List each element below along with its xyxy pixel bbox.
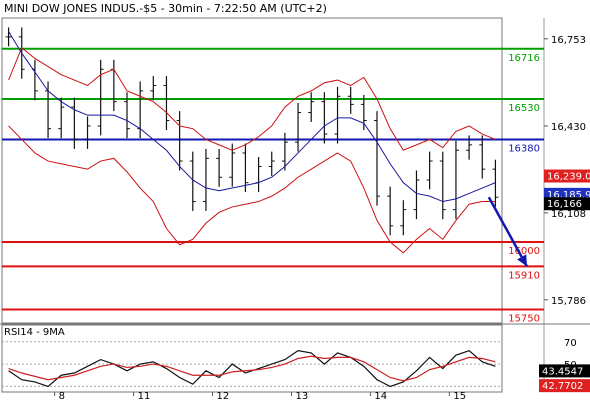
level-label-4: 15910 xyxy=(508,270,540,281)
forecast-arrow-line xyxy=(487,196,528,267)
level-label-3: 16000 xyxy=(508,246,540,257)
rsi-tick-label-2: 70 xyxy=(564,338,577,349)
bollinger-lower-line xyxy=(8,125,496,254)
rsi-value-tag-label-0: 43.4547 xyxy=(542,366,583,377)
x-tick-label-3: 13 xyxy=(295,391,308,400)
rsi-value-tag-1 xyxy=(539,379,590,393)
moving-average-line xyxy=(8,31,496,203)
rsi-value-tag-0 xyxy=(539,364,590,378)
x-tick-label-0: 8 xyxy=(59,391,65,400)
price-tag-label-1: 16,185.9 xyxy=(547,190,590,201)
x-tick-label-1: 11 xyxy=(138,391,151,400)
forecast-arrow-head xyxy=(517,254,527,267)
price-tag-label-0: 16,239.0 xyxy=(547,172,590,183)
rsi-chart: 305070RSI14 - 9MA43.454742.7702811121314… xyxy=(0,323,590,402)
price-tag-2 xyxy=(544,197,590,211)
price-tick-label-1: 16,108 xyxy=(551,209,586,220)
level-label-5: 15750 xyxy=(508,314,540,325)
price-tick-label-0: 15,786 xyxy=(551,296,586,307)
rsi-series-1 xyxy=(8,355,496,382)
level-label-2: 16380 xyxy=(508,143,540,154)
main-plot-frame xyxy=(1,17,503,324)
rsi-plot-frame xyxy=(1,324,503,393)
price-tag-label-2: 16,166 xyxy=(547,199,582,210)
level-label-1: 16530 xyxy=(508,103,540,114)
rsi-title: RSI14 - 9MA xyxy=(4,327,65,338)
main-chart: 16716 16530 16380 16000 15910 15750 15,786 16,1… xyxy=(1,17,590,392)
x-tick-label-5: 15 xyxy=(453,391,466,400)
price-tick-label-3: 16,753 xyxy=(551,35,586,46)
x-tick-label-2: 12 xyxy=(217,391,230,400)
chart-title: MINI DOW JONES INDUS.-$5 - 30min - 7:22:… xyxy=(4,2,327,15)
x-tick-label-4: 14 xyxy=(374,391,387,400)
price-tick-label-2: 16,430 xyxy=(551,122,586,133)
level-label-0: 16716 xyxy=(508,53,540,64)
bollinger-upper-line xyxy=(8,46,496,151)
price-tag-0 xyxy=(544,169,590,183)
rsi-value-tag-label-1: 42.7702 xyxy=(542,381,583,392)
